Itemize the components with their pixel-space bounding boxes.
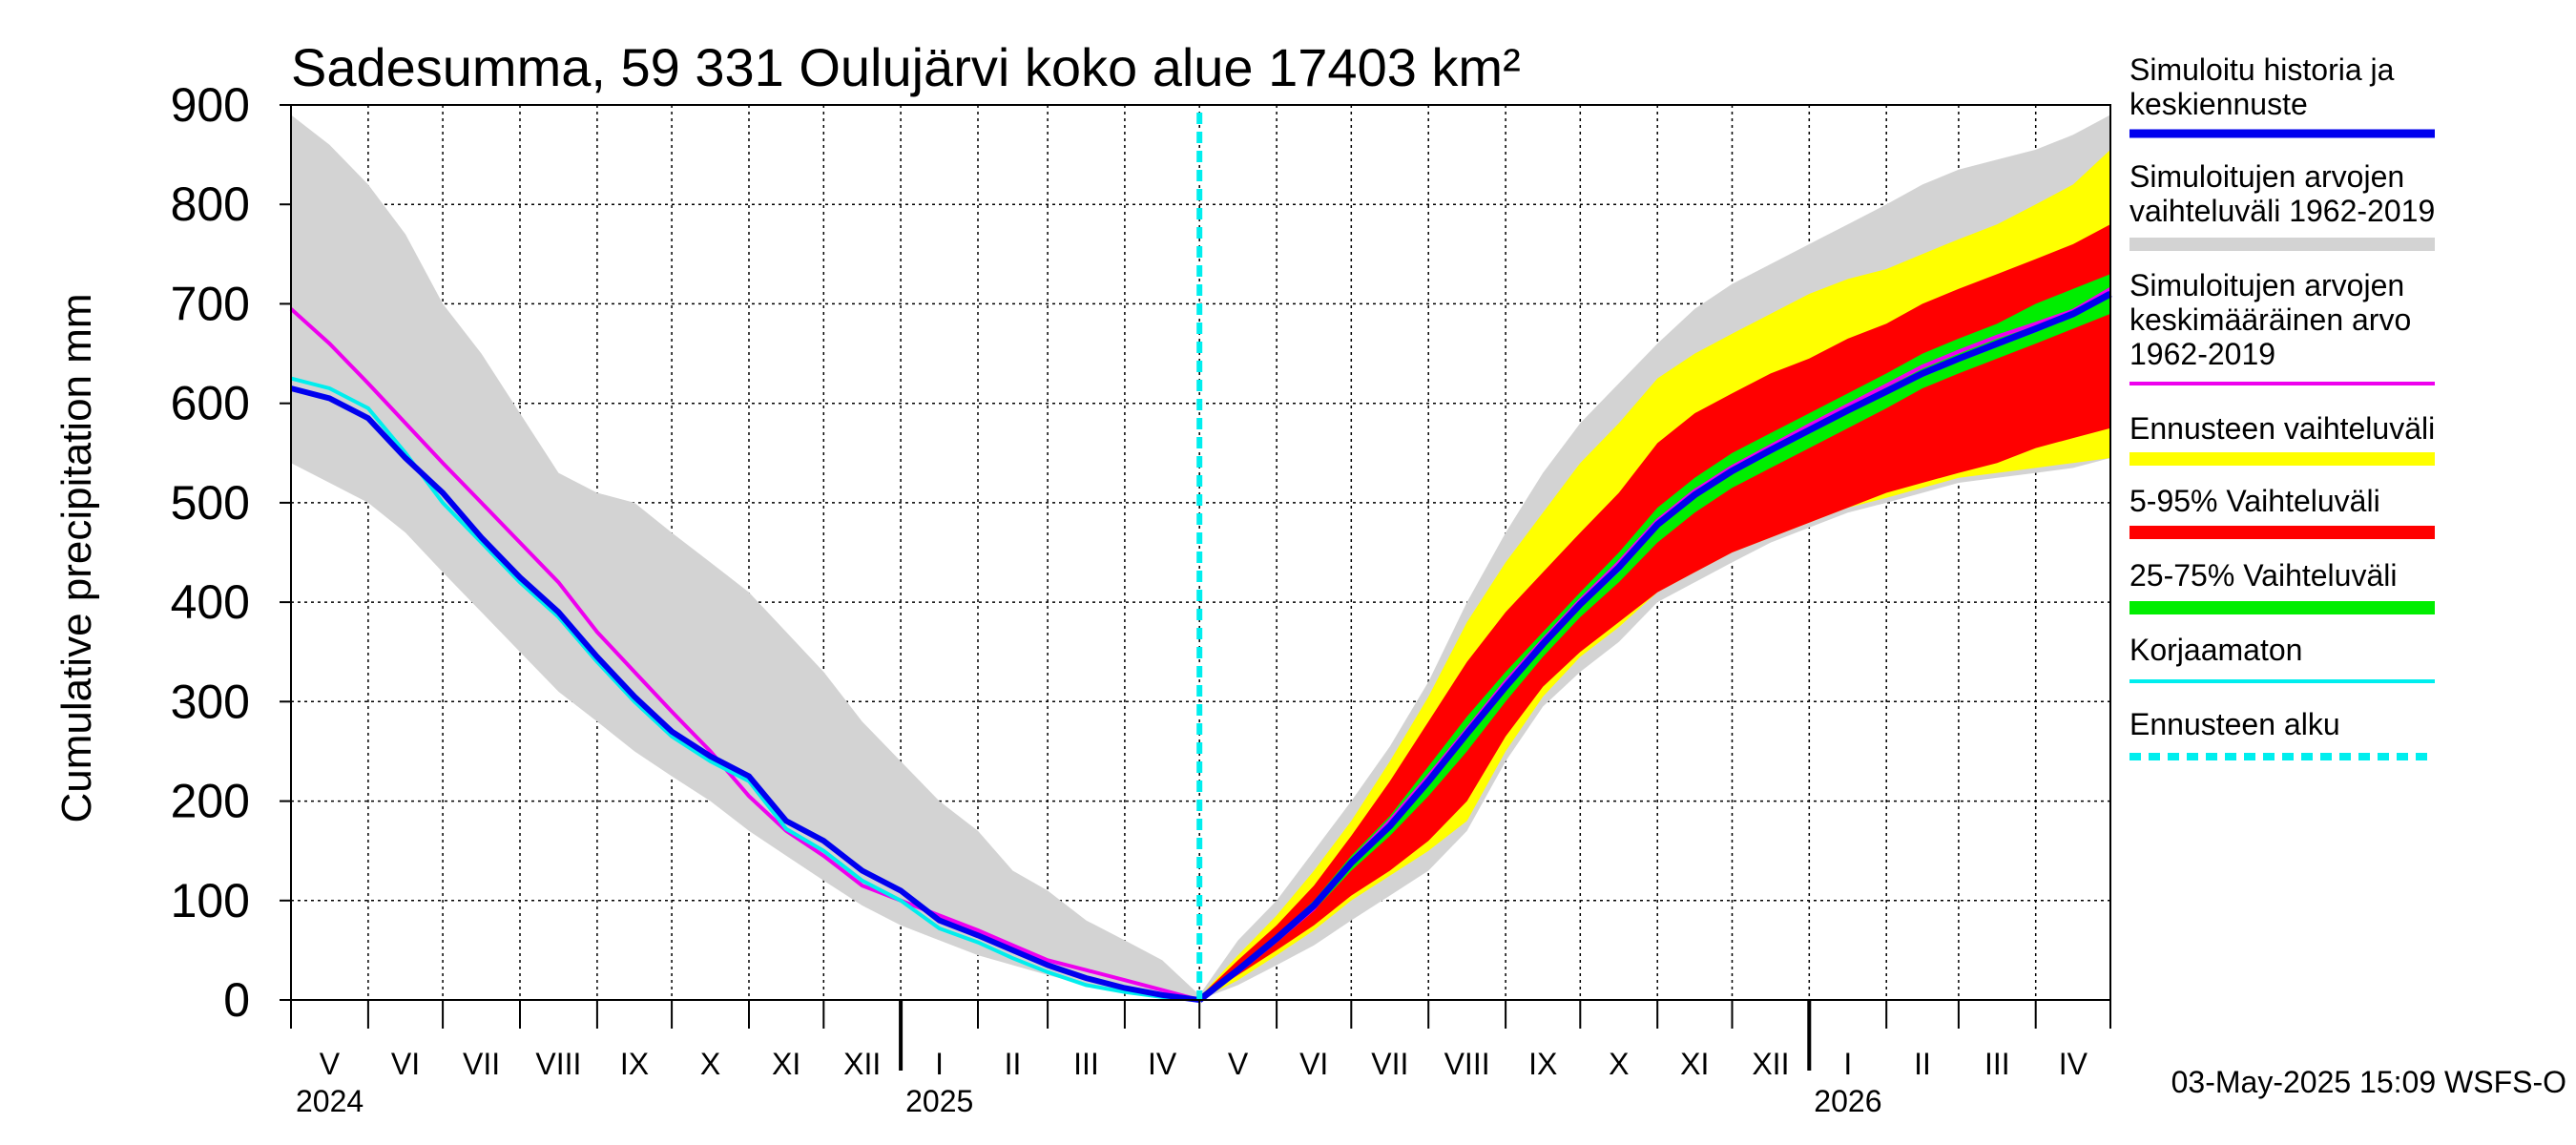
month-label: III	[1984, 1047, 2010, 1081]
month-label: IX	[620, 1047, 649, 1081]
month-label: I	[935, 1047, 944, 1081]
y-tick-label: 900	[171, 78, 250, 132]
y-tick-label: 300	[171, 675, 250, 728]
history-layer	[289, 114, 1200, 1003]
history-mean-line	[289, 307, 1200, 1002]
month-label: IV	[2059, 1047, 2088, 1081]
y-tick-label: 400	[171, 575, 250, 629]
month-label: XII	[843, 1047, 881, 1081]
month-label: V	[1228, 1047, 1249, 1081]
month-label: VII	[1371, 1047, 1408, 1081]
year-label: 2024	[296, 1084, 364, 1118]
month-label: VIII	[1444, 1047, 1490, 1081]
month-label: VI	[391, 1047, 420, 1081]
year-label: 2025	[905, 1084, 973, 1118]
month-label: IX	[1528, 1047, 1557, 1081]
y-axis-label: Cumulative precipitation mm	[53, 293, 100, 822]
month-label: II	[1914, 1047, 1931, 1081]
month-label: I	[1843, 1047, 1852, 1081]
chart-title: Sadesumma, 59 331 Oulujärvi koko alue 17…	[291, 37, 1521, 97]
legend-label: Ennusteen vaihteluväli	[2129, 411, 2435, 446]
legend-label: Simuloitujen arvojen	[2129, 159, 2404, 194]
month-label: XI	[772, 1047, 800, 1081]
history-uncorrected-line	[290, 376, 1200, 1002]
plot-frame	[290, 104, 2111, 1001]
month-label: VII	[463, 1047, 500, 1081]
month-label: X	[1609, 1047, 1629, 1081]
timestamp: 03-May-2025 15:09 WSFS-O	[2171, 1065, 2566, 1099]
y-tick-label: 0	[223, 973, 250, 1027]
month-label: VIII	[535, 1047, 581, 1081]
legend-label: vaihteluväli 1962-2019	[2129, 194, 2435, 228]
legend-label: Korjaamaton	[2129, 633, 2302, 667]
year-label: 2026	[1814, 1084, 1881, 1118]
month-label: X	[700, 1047, 720, 1081]
y-tick-label: 800	[171, 177, 250, 231]
y-tick-label: 100	[171, 874, 250, 927]
month-label: XII	[1752, 1047, 1789, 1081]
month-label: II	[1005, 1047, 1022, 1081]
legend-label: Simuloitu historia ja	[2129, 52, 2395, 87]
history-simulated-line	[290, 385, 1200, 1003]
month-label: IV	[1148, 1047, 1177, 1081]
legend-label: Simuloitujen arvojen	[2129, 268, 2404, 302]
month-label: VI	[1299, 1047, 1328, 1081]
legend-label: 5-95% Vaihteluväli	[2129, 484, 2380, 518]
y-tick-label: 700	[171, 277, 250, 330]
legend-label: keskiennuste	[2129, 87, 2308, 121]
legend-label: Ennusteen alku	[2129, 707, 2340, 741]
y-tick-label: 600	[171, 377, 250, 430]
month-label: XI	[1680, 1047, 1709, 1081]
forecast-layer	[1196, 113, 2112, 1003]
history-range-band	[291, 114, 1200, 1000]
forecast-5-95-band	[1199, 224, 2110, 1001]
legend-label: 1962-2019	[2129, 337, 2275, 371]
forecast-median-line	[1197, 290, 2112, 1003]
month-label: V	[320, 1047, 341, 1081]
legend-label: keskimääräinen arvo	[2129, 302, 2411, 337]
month-label: III	[1073, 1047, 1099, 1081]
y-tick-label: 200	[171, 775, 250, 828]
y-tick-label: 500	[171, 476, 250, 530]
legend-label: 25-75% Vaihteluväli	[2129, 558, 2397, 593]
